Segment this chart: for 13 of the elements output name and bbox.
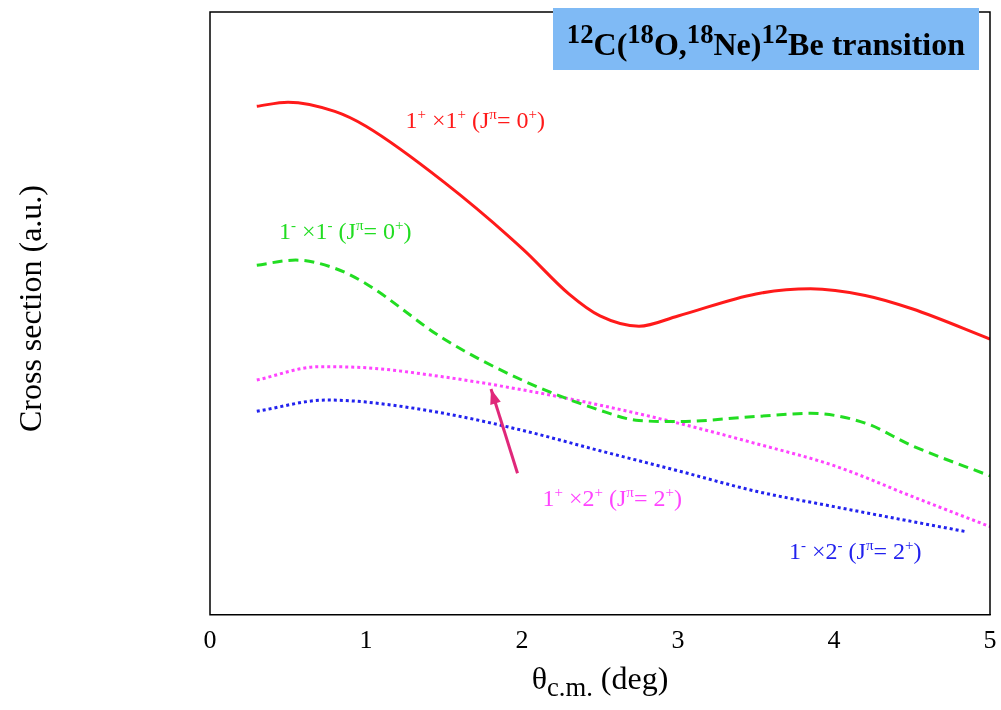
x-axis-title: θ$_{c.m.}$ (deg) bbox=[530, 660, 670, 704]
x-tick-label: 2 bbox=[515, 625, 529, 655]
x-tick-label: 1 bbox=[359, 625, 373, 655]
text: 1$^{+}$ ×1$^{+}$ (J$^{π}$= 0$^{+}$) bbox=[405, 106, 545, 133]
x-tick-label: 4 bbox=[827, 625, 841, 655]
x-tick-label: 0 bbox=[203, 625, 217, 655]
x-tick-label: 3 bbox=[671, 625, 685, 655]
y-axis-title: Cross section (a.u.) bbox=[11, 183, 49, 435]
text: 1$^{-}$ ×2$^{-}$ (J$^{π}$= 2$^{+}$) bbox=[789, 537, 922, 564]
x-tick-label: 5 bbox=[983, 625, 997, 655]
text: 1$^{+}$ ×2$^{+}$ (J$^{π}$= 2$^{+}$) bbox=[542, 484, 682, 511]
text: 1$^{-}$ ×1$^{-}$ (J$^{π}$= 0$^{+}$) bbox=[279, 217, 412, 244]
chart-title: $^{12}$C($^{18}$O,$^{18}$Ne)$^{12}$Be transition bbox=[552, 8, 979, 70]
